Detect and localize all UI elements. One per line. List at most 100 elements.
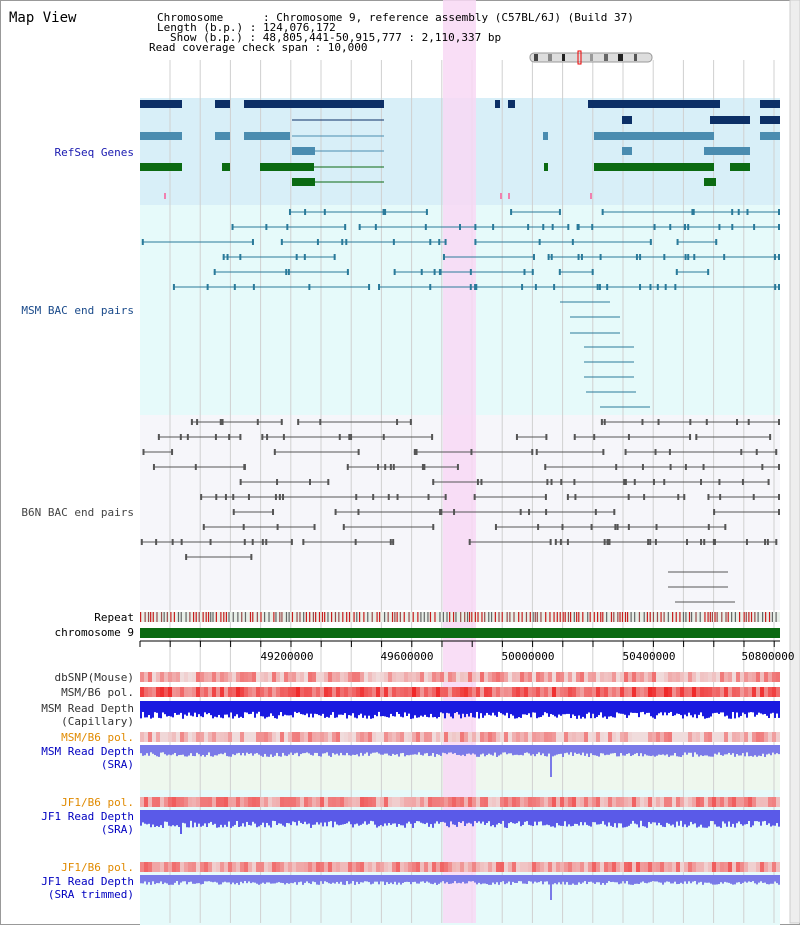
jf1-depth-bar [372, 810, 374, 822]
msm-pol-heat [152, 687, 156, 697]
jf1-pol-heat [300, 797, 304, 807]
track-label-msm-bac[interactable]: MSM BAC end pairs [21, 304, 134, 317]
track-label-msm-b6-pol[interactable]: MSM/B6 pol. [61, 686, 134, 699]
jf1-depth-bar [244, 810, 246, 827]
jf1-trim-bar [766, 875, 768, 885]
jf1-trim-bar [694, 875, 696, 882]
jf1-trim-bar [662, 875, 664, 885]
jf1-depth-bar [294, 810, 296, 823]
jf1-depth-bar [436, 810, 438, 822]
msm-depth-cap-bar [328, 701, 330, 718]
track-label-jf1-pol-2[interactable]: JF1/B6 pol. [61, 861, 134, 874]
jf1-depth-bar [142, 810, 144, 823]
repeat-element [288, 612, 290, 622]
dbsnp-heat [592, 672, 596, 682]
track-label-repeat[interactable]: Repeat [94, 611, 134, 624]
msm-depth-sra-bar [638, 745, 640, 757]
msm-pol-heat [344, 687, 348, 697]
jf1-depth-bar [618, 810, 620, 824]
jf1-depth-bar [172, 810, 174, 826]
msm-depth-sra-bar [350, 745, 352, 756]
msm-depth-sra-bar [472, 745, 474, 754]
msm-pol-sra-heat [528, 732, 532, 742]
msm-depth-sra-bar [688, 745, 690, 753]
dbsnp-heat [284, 672, 288, 682]
jf1-depth-bar [652, 810, 654, 823]
b6n-bac-pair-end [261, 434, 264, 440]
msm-pol-sra-heat [264, 732, 268, 742]
msm-depth-cap-bar [516, 701, 518, 719]
jf1-pol-2-heat [448, 862, 452, 872]
msm-depth-sra-bar [454, 745, 456, 754]
jf1-depth-bar [732, 810, 734, 824]
msm-depth-sra-bar [662, 745, 664, 755]
msm-pol-heat [364, 687, 368, 697]
msm-depth-cap-bar [316, 701, 318, 715]
b6n-bac-pair-end [593, 434, 596, 440]
jf1-trim-bar [150, 875, 152, 885]
grid-lines [169, 60, 775, 923]
axis-tick-4: 50400000 [622, 650, 676, 663]
msm-depth-sra-bar [730, 745, 732, 755]
track-label-msm-depth-cap[interactable]: MSM Read Depth [41, 702, 134, 715]
msm-depth-sra-bar [418, 745, 420, 753]
repeat-element [617, 612, 619, 622]
jf1-trim-bar [514, 875, 516, 883]
track-label-dbsnp[interactable]: dbSNP(Mouse) [54, 671, 134, 684]
jf1-depth-bar [556, 810, 558, 824]
jf1-depth-bar [234, 810, 236, 825]
jf1-trim-bar [576, 875, 578, 885]
jf1-depth-bar [598, 810, 600, 825]
jf1-trim-bar [658, 875, 660, 883]
track-label-jf1-pol[interactable]: JF1/B6 pol. [61, 796, 134, 809]
jf1-trim-bar [376, 875, 378, 882]
dbsnp-heat [384, 672, 388, 682]
msm-pol-heat [764, 687, 768, 697]
track-label-jf1-depth[interactable]: JF1 Read Depth [41, 810, 134, 823]
track-label-msm-b6-pol-sra[interactable]: MSM/B6 pol. [61, 731, 134, 744]
msm-depth-sra-bar [680, 745, 682, 757]
msm-bac-pair-end [676, 239, 679, 245]
msm-pol-sra-heat [776, 732, 780, 742]
msm-depth-sra-bar [276, 745, 278, 753]
track-label-b6n-bac[interactable]: B6N BAC end pairs [21, 506, 134, 519]
jf1-depth-bar [708, 810, 710, 827]
msm-depth-cap-bar [754, 701, 756, 717]
dbsnp-heat [672, 672, 676, 682]
jf1-pol-heat [520, 797, 524, 807]
msm-pol-heat [500, 687, 504, 697]
repeat-element [412, 612, 414, 622]
msm-pol-heat [200, 687, 204, 697]
b6n-bac-pair-end [602, 449, 605, 455]
jf1-depth-bar [342, 810, 344, 825]
msm-pol-heat [448, 687, 452, 697]
jf1-pol-2-heat [284, 862, 288, 872]
msm-depth-cap-bar [774, 701, 776, 718]
msm-depth-sra-bar [592, 745, 594, 756]
msm-depth-sra-bar [502, 745, 504, 753]
msm-depth-cap-bar [770, 701, 772, 714]
track-label-msm-depth-sra[interactable]: MSM Read Depth [41, 745, 134, 758]
jf1-trim-bar [148, 875, 150, 883]
repeat-element [318, 612, 321, 622]
track-label-jf1-trim[interactable]: JF1 Read Depth [41, 875, 134, 888]
b6n-bac-pair-end [624, 479, 627, 485]
msm-depth-cap-bar [758, 701, 760, 713]
track-label-refseq[interactable]: RefSeq Genes [54, 146, 134, 159]
refseq-exon [544, 163, 548, 171]
jf1-trim-bar [494, 875, 496, 885]
msm-depth-cap-bar [764, 701, 766, 714]
msm-pol-sra-heat [436, 732, 440, 742]
msm-depth-cap-bar [542, 701, 544, 716]
msm-depth-sra-bar [218, 745, 220, 755]
b6n-bac-pair-end [456, 464, 459, 470]
msm-depth-sra-bar [298, 745, 300, 757]
dbsnp-heat [200, 672, 204, 682]
jf1-trim-bar [364, 875, 366, 882]
msm-depth-sra-bar [692, 745, 694, 757]
b6n-bac-pair-end [142, 449, 145, 455]
msm-depth-sra-bar [192, 745, 194, 756]
msm-bac-pair-end [172, 284, 175, 290]
jf1-pol-heat [716, 797, 720, 807]
